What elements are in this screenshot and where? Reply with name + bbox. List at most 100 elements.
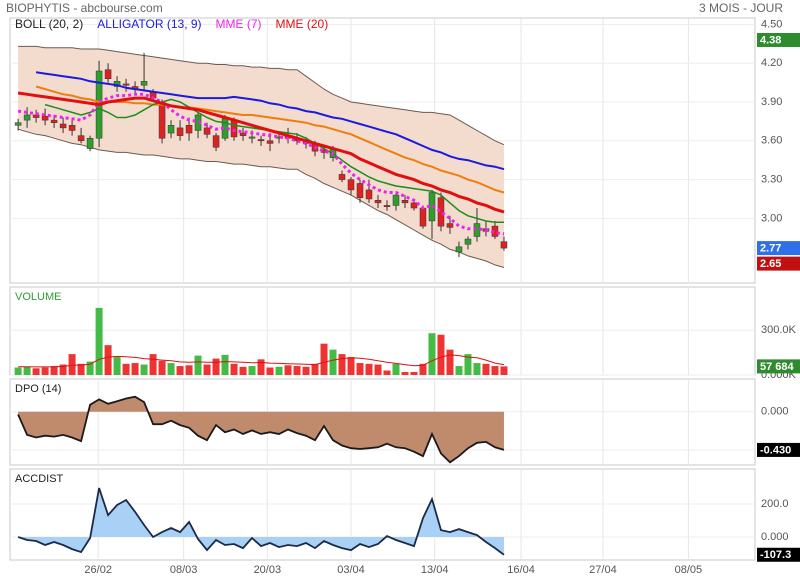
value-badge-label: -0.430 — [760, 444, 791, 456]
legend-entry: MME (7) — [216, 17, 262, 31]
candle-body — [185, 125, 193, 134]
value-badge — [757, 547, 800, 562]
volume-bar — [284, 365, 292, 375]
volume-bar — [86, 361, 94, 375]
volume-bar — [68, 354, 76, 375]
indicator-area — [18, 487, 504, 555]
panel-title: VOLUME — [15, 291, 61, 303]
candle-body — [410, 202, 418, 209]
indicator-line — [17, 91, 505, 214]
candle-body — [500, 241, 508, 249]
y-tick-label: 300.0K — [761, 324, 797, 336]
volume-bar — [374, 364, 382, 375]
volume-bar — [230, 363, 238, 375]
candle-body — [104, 69, 112, 80]
volume-bar — [464, 354, 472, 375]
chart-title: BIOPHYTIS - abcbourse.com — [6, 1, 163, 15]
indicator-line — [35, 71, 505, 171]
x-tick-label: 26/02 — [84, 564, 112, 576]
volume-bar — [356, 363, 364, 375]
volume-bar — [248, 366, 256, 375]
volume-bar — [311, 363, 319, 375]
candle-body — [122, 83, 130, 86]
indicator-area — [18, 396, 504, 463]
y-tick-label: 0.000 — [761, 531, 789, 543]
candle-body — [212, 135, 220, 148]
x-tick-label: 27/04 — [589, 564, 617, 576]
candle-body — [68, 125, 76, 131]
x-tick-label: 13/04 — [421, 564, 449, 576]
volume-bar — [401, 372, 409, 375]
volume-bar — [77, 363, 85, 375]
volume-bar — [167, 363, 175, 375]
volume-bar — [140, 364, 148, 375]
candle-body — [464, 238, 472, 245]
volume-bar — [104, 345, 112, 375]
candle-body — [374, 200, 382, 204]
volume-bar — [14, 367, 22, 375]
volume-bar — [293, 366, 301, 375]
value-badge — [757, 442, 800, 457]
volume-bar — [275, 366, 283, 375]
indicator-line — [17, 395, 505, 464]
volume-bar — [122, 363, 130, 375]
candle-body — [383, 205, 391, 207]
value-badge — [757, 256, 800, 271]
legend-entry: ALLIGATOR (13, 9) — [97, 17, 201, 31]
volume-bar — [41, 367, 49, 375]
candle-body — [347, 179, 355, 191]
volume-bar — [437, 334, 445, 375]
volume-bar — [95, 307, 103, 375]
volume-bar — [194, 355, 202, 375]
volume-bar — [446, 349, 454, 375]
volume-bar — [158, 360, 166, 375]
candle-body — [41, 115, 49, 121]
indicator-line — [17, 487, 505, 556]
panel — [9, 286, 756, 376]
volume-bar — [428, 333, 436, 375]
volume-bar — [185, 365, 193, 375]
legend-entry: MME (20) — [276, 17, 329, 31]
candle-body — [167, 125, 175, 134]
candle-body — [50, 119, 58, 123]
y-tick-label: 3.30 — [761, 173, 782, 185]
x-tick-label: 20/03 — [254, 564, 282, 576]
volume-bar — [410, 372, 418, 375]
candle-body — [338, 174, 346, 180]
volume-bar — [302, 366, 310, 375]
candle-body — [203, 127, 211, 135]
volume-bar — [383, 370, 391, 375]
candle-body — [176, 127, 184, 136]
value-badge — [757, 241, 800, 256]
candle-body — [437, 197, 445, 227]
y-tick-label: 4.20 — [761, 57, 782, 69]
value-badge-label: 57 684 — [760, 361, 795, 373]
candle-body — [401, 200, 409, 204]
volume-bar — [266, 367, 274, 375]
volume-bar — [365, 363, 373, 375]
candle-body — [140, 81, 148, 86]
volume-bar — [131, 363, 139, 375]
volume-bar — [59, 364, 67, 375]
volume-bar — [221, 354, 229, 375]
volume-bar — [455, 366, 463, 375]
y-tick-label: 200.0 — [761, 498, 789, 510]
candle-body — [392, 194, 400, 206]
y-tick-label: 3.90 — [761, 96, 782, 108]
value-badge-label: -107.3 — [760, 549, 791, 561]
band-upper — [18, 45, 505, 146]
volume-bar — [176, 366, 184, 375]
volume-bar — [212, 358, 220, 375]
candle-body — [14, 122, 22, 126]
candle-body — [266, 140, 274, 144]
band-lower — [17, 128, 505, 268]
candle-body — [239, 132, 247, 136]
candle-body — [158, 101, 166, 139]
candle-body — [248, 136, 256, 139]
volume-bar — [257, 359, 265, 375]
candle-body — [455, 246, 463, 253]
volume-average — [18, 354, 505, 368]
x-tick-label: 08/03 — [170, 564, 198, 576]
candle-body — [86, 137, 94, 149]
